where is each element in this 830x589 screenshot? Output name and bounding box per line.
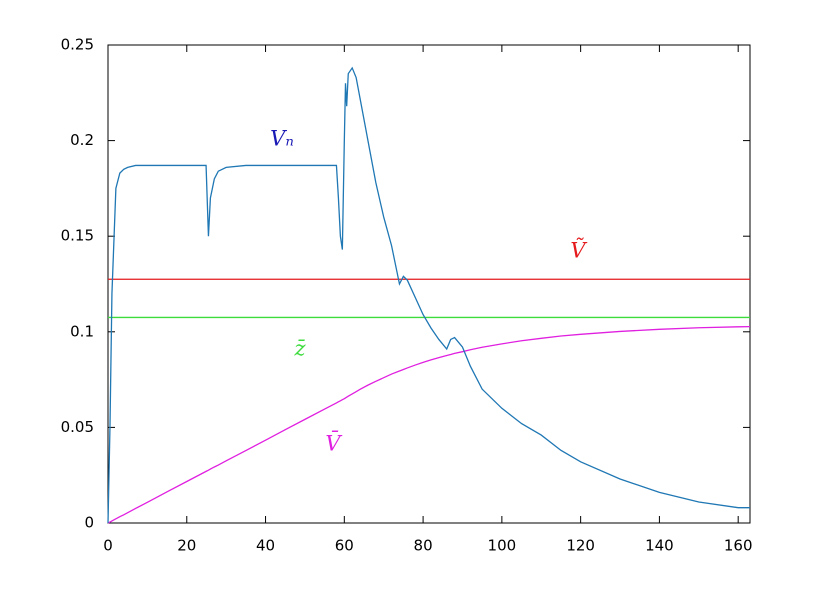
x-tick-label: 160 <box>724 537 753 555</box>
x-tick-label: 20 <box>177 537 196 555</box>
series-line <box>107 325 751 524</box>
series-line <box>107 66 750 524</box>
annotation: z̄ <box>293 337 306 361</box>
y-tick-label: 0 <box>84 514 94 532</box>
y-tick-label: 0.15 <box>61 227 94 245</box>
x-tick-label: 80 <box>414 537 433 555</box>
annotation: V̄ <box>325 431 342 456</box>
x-tick-label: 60 <box>335 537 354 555</box>
x-tick-label: 140 <box>645 537 674 555</box>
x-tick-label: 100 <box>488 537 517 555</box>
annotation: Ṽ <box>570 239 587 263</box>
y-tick-label: 0.2 <box>70 131 94 149</box>
x-tick-label: 0 <box>103 537 113 555</box>
x-tick-label: 120 <box>566 537 595 555</box>
y-tick-label: 0.05 <box>61 418 94 436</box>
y-tick-label: 0.1 <box>70 322 94 340</box>
y-tick-label: 0.25 <box>61 36 94 54</box>
plot-frame <box>107 44 751 524</box>
x-tick-label: 40 <box>256 537 275 555</box>
annotation: Vₙ <box>270 127 294 151</box>
